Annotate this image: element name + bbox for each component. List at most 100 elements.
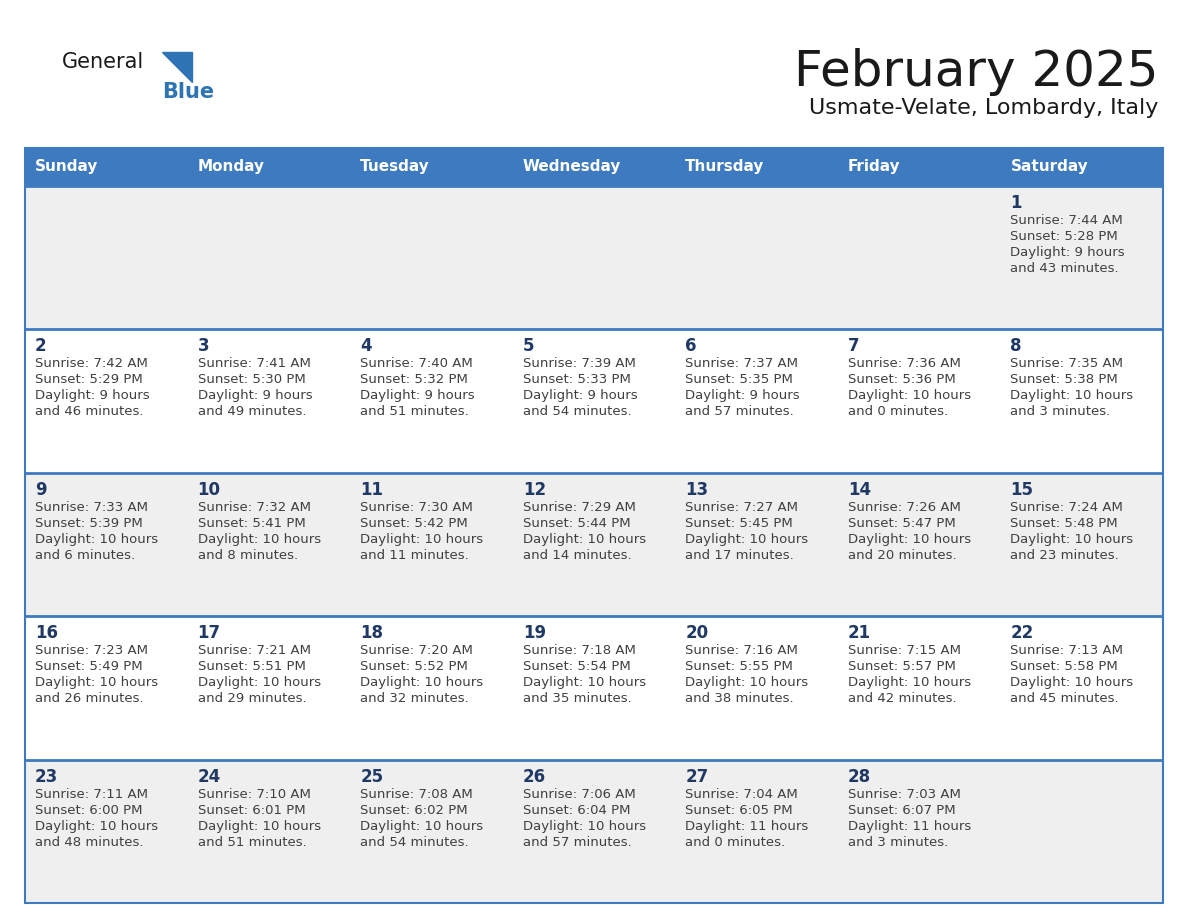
- Text: Sunrise: 7:08 AM: Sunrise: 7:08 AM: [360, 788, 473, 800]
- Text: and 26 minutes.: and 26 minutes.: [34, 692, 144, 705]
- Text: Sunrise: 7:30 AM: Sunrise: 7:30 AM: [360, 501, 473, 514]
- Text: and 48 minutes.: and 48 minutes.: [34, 835, 144, 848]
- Text: Daylight: 10 hours: Daylight: 10 hours: [1011, 389, 1133, 402]
- Text: 18: 18: [360, 624, 384, 643]
- Text: Sunrise: 7:24 AM: Sunrise: 7:24 AM: [1011, 501, 1124, 514]
- Text: Daylight: 9 hours: Daylight: 9 hours: [685, 389, 800, 402]
- Text: Wednesday: Wednesday: [523, 160, 621, 174]
- Text: Sunset: 5:49 PM: Sunset: 5:49 PM: [34, 660, 143, 673]
- Text: Daylight: 10 hours: Daylight: 10 hours: [34, 677, 158, 689]
- Text: Sunset: 5:58 PM: Sunset: 5:58 PM: [1011, 660, 1118, 673]
- Text: Sunrise: 7:27 AM: Sunrise: 7:27 AM: [685, 501, 798, 514]
- Bar: [188, 148, 350, 186]
- Text: 22: 22: [1011, 624, 1034, 643]
- Text: Sunrise: 7:15 AM: Sunrise: 7:15 AM: [848, 644, 961, 657]
- Text: Sunset: 5:38 PM: Sunset: 5:38 PM: [1011, 374, 1118, 386]
- Text: 11: 11: [360, 481, 384, 498]
- Text: and 32 minutes.: and 32 minutes.: [360, 692, 469, 705]
- Text: Sunset: 6:05 PM: Sunset: 6:05 PM: [685, 803, 792, 817]
- Text: 4: 4: [360, 338, 372, 355]
- Text: Daylight: 10 hours: Daylight: 10 hours: [34, 532, 158, 546]
- Text: Sunrise: 7:03 AM: Sunrise: 7:03 AM: [848, 788, 961, 800]
- Text: Sunset: 5:51 PM: Sunset: 5:51 PM: [197, 660, 305, 673]
- Text: Monday: Monday: [197, 160, 265, 174]
- Text: Sunrise: 7:11 AM: Sunrise: 7:11 AM: [34, 788, 148, 800]
- Text: and 54 minutes.: and 54 minutes.: [523, 406, 631, 419]
- Text: and 11 minutes.: and 11 minutes.: [360, 549, 469, 562]
- Text: Daylight: 11 hours: Daylight: 11 hours: [685, 820, 809, 833]
- Text: and 0 minutes.: and 0 minutes.: [685, 835, 785, 848]
- Text: 19: 19: [523, 624, 545, 643]
- Text: Sunset: 5:42 PM: Sunset: 5:42 PM: [360, 517, 468, 530]
- Text: Daylight: 10 hours: Daylight: 10 hours: [360, 532, 484, 546]
- Text: 12: 12: [523, 481, 545, 498]
- Text: 6: 6: [685, 338, 697, 355]
- Text: and 49 minutes.: and 49 minutes.: [197, 406, 307, 419]
- Text: Daylight: 9 hours: Daylight: 9 hours: [360, 389, 475, 402]
- Text: Blue: Blue: [162, 82, 214, 102]
- Text: Sunset: 5:30 PM: Sunset: 5:30 PM: [197, 374, 305, 386]
- Text: Sunrise: 7:36 AM: Sunrise: 7:36 AM: [848, 357, 961, 370]
- Text: Sunset: 6:01 PM: Sunset: 6:01 PM: [197, 803, 305, 817]
- Text: Daylight: 10 hours: Daylight: 10 hours: [360, 820, 484, 833]
- Text: Daylight: 10 hours: Daylight: 10 hours: [1011, 532, 1133, 546]
- Text: Sunrise: 7:39 AM: Sunrise: 7:39 AM: [523, 357, 636, 370]
- Bar: [513, 148, 675, 186]
- Bar: [25, 186, 1163, 330]
- Text: and 3 minutes.: and 3 minutes.: [848, 835, 948, 848]
- Text: Sunset: 5:39 PM: Sunset: 5:39 PM: [34, 517, 143, 530]
- Text: and 6 minutes.: and 6 minutes.: [34, 549, 135, 562]
- Text: Sunrise: 7:21 AM: Sunrise: 7:21 AM: [197, 644, 310, 657]
- Text: Sunrise: 7:06 AM: Sunrise: 7:06 AM: [523, 788, 636, 800]
- Text: 26: 26: [523, 767, 545, 786]
- Text: and 43 minutes.: and 43 minutes.: [1011, 262, 1119, 275]
- Polygon shape: [162, 52, 192, 82]
- Text: Sunrise: 7:29 AM: Sunrise: 7:29 AM: [523, 501, 636, 514]
- Text: Sunset: 6:04 PM: Sunset: 6:04 PM: [523, 803, 630, 817]
- Text: and 57 minutes.: and 57 minutes.: [685, 406, 794, 419]
- Text: 27: 27: [685, 767, 708, 786]
- Text: and 8 minutes.: and 8 minutes.: [197, 549, 298, 562]
- Bar: [350, 148, 513, 186]
- Text: Daylight: 10 hours: Daylight: 10 hours: [848, 677, 971, 689]
- Text: Friday: Friday: [848, 160, 901, 174]
- Text: 7: 7: [848, 338, 859, 355]
- Text: Sunset: 5:33 PM: Sunset: 5:33 PM: [523, 374, 631, 386]
- Text: Sunset: 5:41 PM: Sunset: 5:41 PM: [197, 517, 305, 530]
- Text: Usmate-Velate, Lombardy, Italy: Usmate-Velate, Lombardy, Italy: [809, 98, 1158, 118]
- Text: 13: 13: [685, 481, 708, 498]
- Text: Daylight: 9 hours: Daylight: 9 hours: [197, 389, 312, 402]
- Text: Sunrise: 7:16 AM: Sunrise: 7:16 AM: [685, 644, 798, 657]
- Text: Daylight: 9 hours: Daylight: 9 hours: [523, 389, 637, 402]
- Bar: [25, 330, 1163, 473]
- Text: Sunrise: 7:18 AM: Sunrise: 7:18 AM: [523, 644, 636, 657]
- Text: Sunrise: 7:04 AM: Sunrise: 7:04 AM: [685, 788, 798, 800]
- Text: Sunrise: 7:26 AM: Sunrise: 7:26 AM: [848, 501, 961, 514]
- Text: and 45 minutes.: and 45 minutes.: [1011, 692, 1119, 705]
- Text: 1: 1: [1011, 194, 1022, 212]
- Text: and 14 minutes.: and 14 minutes.: [523, 549, 631, 562]
- Bar: [25, 148, 188, 186]
- Text: Daylight: 11 hours: Daylight: 11 hours: [848, 820, 971, 833]
- Text: and 29 minutes.: and 29 minutes.: [197, 692, 307, 705]
- Bar: [25, 759, 1163, 903]
- Text: and 46 minutes.: and 46 minutes.: [34, 406, 144, 419]
- Text: Daylight: 10 hours: Daylight: 10 hours: [523, 820, 646, 833]
- Text: Sunset: 5:32 PM: Sunset: 5:32 PM: [360, 374, 468, 386]
- Text: Daylight: 10 hours: Daylight: 10 hours: [848, 532, 971, 546]
- Text: Daylight: 9 hours: Daylight: 9 hours: [34, 389, 150, 402]
- Text: and 20 minutes.: and 20 minutes.: [848, 549, 956, 562]
- Text: Sunrise: 7:41 AM: Sunrise: 7:41 AM: [197, 357, 310, 370]
- Text: and 23 minutes.: and 23 minutes.: [1011, 549, 1119, 562]
- Text: Sunset: 5:45 PM: Sunset: 5:45 PM: [685, 517, 794, 530]
- Text: 23: 23: [34, 767, 58, 786]
- Text: Daylight: 10 hours: Daylight: 10 hours: [34, 820, 158, 833]
- Text: 5: 5: [523, 338, 535, 355]
- Text: Daylight: 9 hours: Daylight: 9 hours: [1011, 246, 1125, 259]
- Text: 2: 2: [34, 338, 46, 355]
- Text: Sunset: 6:00 PM: Sunset: 6:00 PM: [34, 803, 143, 817]
- Text: Tuesday: Tuesday: [360, 160, 430, 174]
- Text: 17: 17: [197, 624, 221, 643]
- Text: Sunset: 6:07 PM: Sunset: 6:07 PM: [848, 803, 955, 817]
- Text: Daylight: 10 hours: Daylight: 10 hours: [1011, 677, 1133, 689]
